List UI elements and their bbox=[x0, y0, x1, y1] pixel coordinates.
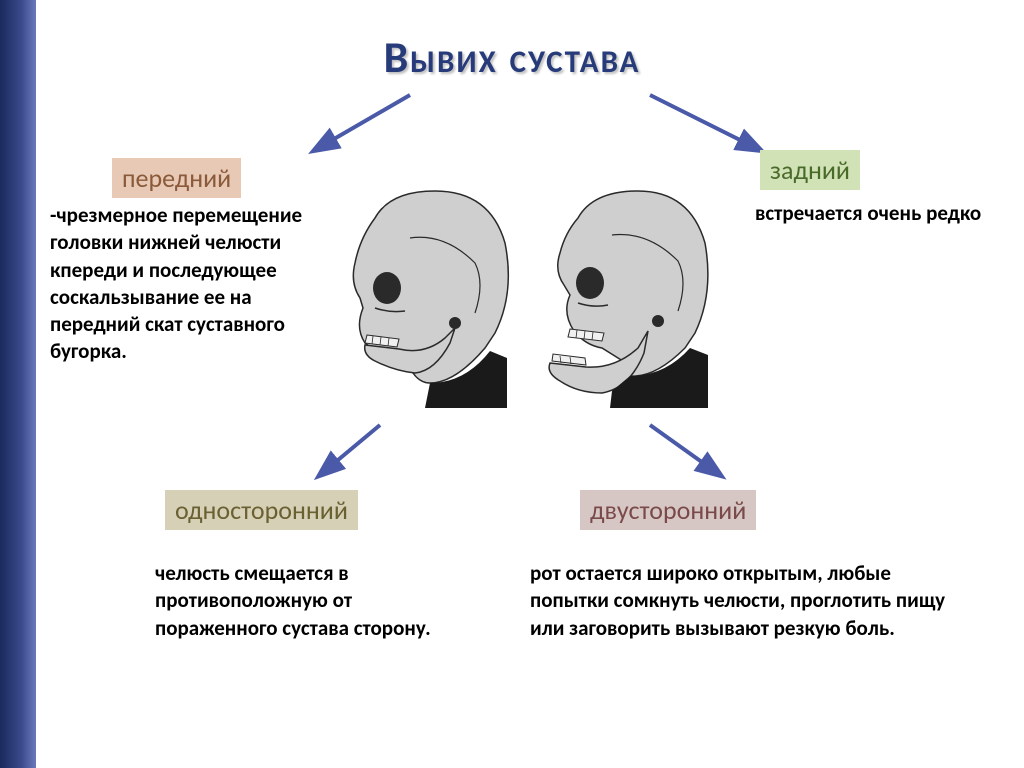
arrow-to-two-side bbox=[640, 420, 740, 490]
slide-sidebar bbox=[0, 0, 36, 768]
arrow-to-front bbox=[300, 90, 420, 170]
desc-two-side: рот остается широко открытым, любые попы… bbox=[530, 560, 960, 642]
page-title: Вывих сустава bbox=[384, 30, 641, 84]
arrow-to-back bbox=[640, 90, 780, 170]
desc-back: встречается очень редко bbox=[755, 200, 985, 227]
label-back: задний bbox=[760, 150, 860, 190]
label-one-side: односторонний bbox=[165, 490, 358, 530]
desc-one-side: челюсть смещается в противоположную от п… bbox=[155, 560, 475, 642]
desc-front: -чрезмерное перемещение головки нижней ч… bbox=[50, 202, 330, 366]
skull-right bbox=[530, 183, 715, 413]
arrow-to-one-side bbox=[305, 420, 395, 490]
skull-left bbox=[335, 183, 520, 413]
skull-illustration bbox=[330, 175, 720, 425]
label-front: передний bbox=[112, 158, 241, 198]
label-two-side: двусторонний bbox=[580, 490, 756, 530]
